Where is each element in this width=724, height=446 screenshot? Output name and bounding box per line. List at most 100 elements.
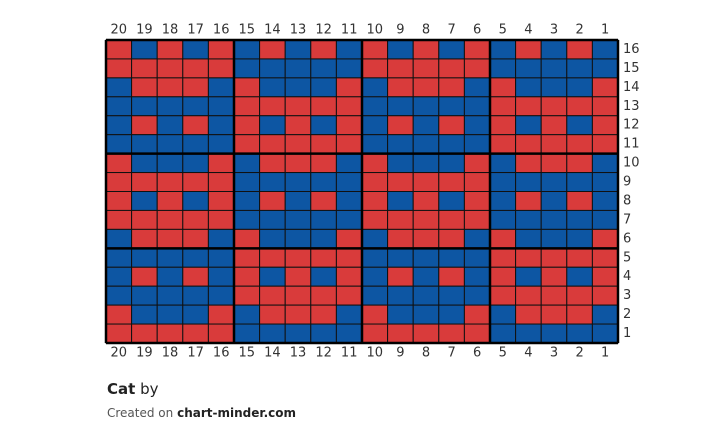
column-label: 14: [264, 23, 281, 38]
cell: [489, 266, 517, 287]
cell: [387, 58, 414, 79]
cell: [105, 96, 133, 117]
cell: [361, 323, 389, 344]
cell: [489, 209, 517, 230]
row-label: 8: [623, 193, 631, 208]
cell: [438, 285, 465, 306]
cell: [515, 39, 542, 60]
credit-site[interactable]: chart-minder.com: [177, 406, 296, 420]
cell: [412, 228, 440, 249]
cell: [489, 77, 517, 98]
cell: [233, 209, 261, 230]
cell: [489, 96, 517, 117]
cell: [131, 247, 158, 268]
cell: [284, 209, 312, 230]
cell: [259, 172, 286, 192]
cell: [131, 285, 158, 306]
cell: [310, 172, 337, 192]
row-label: 1: [623, 326, 631, 341]
cell: [438, 172, 465, 192]
cell: [284, 58, 312, 79]
cell: [156, 285, 184, 306]
cell: [207, 77, 235, 98]
column-label: 9: [396, 346, 404, 361]
cell: [233, 115, 261, 136]
cell: [156, 191, 184, 211]
cell: [591, 134, 619, 155]
row-label: 6: [623, 231, 631, 246]
cell: [335, 172, 363, 192]
cell: [566, 228, 593, 249]
cell: [284, 172, 312, 192]
cell: [310, 191, 337, 211]
cell: [310, 323, 337, 344]
column-label: 18: [162, 23, 179, 38]
cell: [131, 266, 158, 287]
cell: [566, 134, 593, 155]
cell: [310, 228, 337, 249]
cell: [515, 209, 542, 230]
cell: [259, 77, 286, 98]
cell: [207, 172, 235, 192]
column-label: 7: [447, 23, 455, 38]
cell: [284, 304, 312, 325]
title-line: Cat by: [107, 380, 296, 398]
cell: [105, 191, 133, 211]
cell: [387, 228, 414, 249]
cell: [335, 247, 363, 268]
cell: [182, 172, 209, 192]
cell: [131, 228, 158, 249]
cell: [540, 39, 568, 60]
column-label: 12: [315, 23, 332, 38]
cell: [515, 96, 542, 117]
cell: [361, 228, 389, 249]
cell: [284, 134, 312, 155]
cell: [310, 96, 337, 117]
row-label: 5: [623, 250, 631, 265]
cell: [156, 77, 184, 98]
cell: [540, 96, 568, 117]
cell: [361, 209, 389, 230]
cell: [156, 304, 184, 325]
column-label: 13: [290, 23, 307, 38]
cell: [591, 153, 619, 174]
cell: [182, 153, 209, 174]
cell: [310, 153, 337, 174]
cell: [182, 39, 209, 60]
cell: [540, 209, 568, 230]
cell: [284, 247, 312, 268]
row-label: 13: [623, 99, 640, 114]
cell: [438, 58, 465, 79]
column-label: 11: [341, 346, 358, 361]
cell: [284, 191, 312, 211]
cell: [438, 209, 465, 230]
cell: [438, 96, 465, 117]
cell: [540, 134, 568, 155]
cell: [540, 247, 568, 268]
cell: [310, 285, 337, 306]
cell: [387, 134, 414, 155]
cell: [259, 191, 286, 211]
column-label: 5: [499, 23, 507, 38]
cell: [156, 96, 184, 117]
cell: [515, 115, 542, 136]
cell: [259, 115, 286, 136]
cell: [105, 285, 133, 306]
cell: [412, 96, 440, 117]
cell: [259, 228, 286, 249]
cell: [310, 77, 337, 98]
cell: [182, 96, 209, 117]
cell: [438, 247, 465, 268]
cell: [207, 247, 235, 268]
cell: [387, 172, 414, 192]
column-label: 3: [550, 23, 558, 38]
cell: [259, 96, 286, 117]
cell: [515, 58, 542, 79]
cell: [540, 172, 568, 192]
cell: [489, 39, 517, 60]
cell: [182, 285, 209, 306]
cell: [335, 77, 363, 98]
column-label: 6: [473, 23, 481, 38]
column-label: 15: [239, 346, 256, 361]
credit: Created on chart-minder.com: [107, 406, 296, 420]
